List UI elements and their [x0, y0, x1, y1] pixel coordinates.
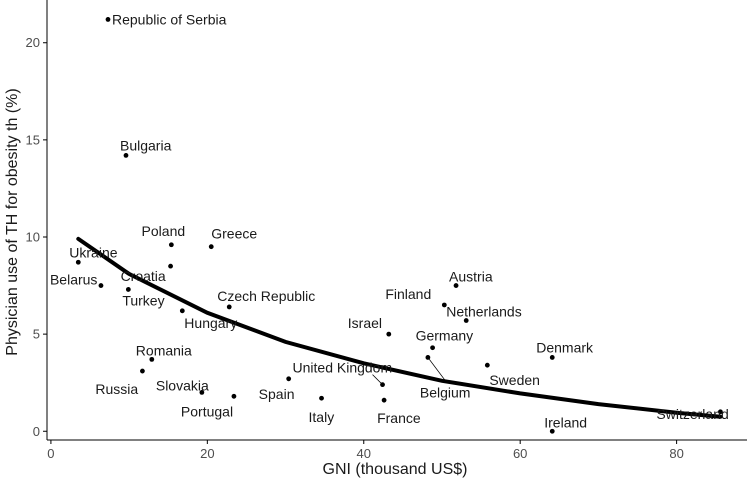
point-label-belarus: Belarus — [50, 272, 97, 288]
data-point-turkey — [125, 287, 131, 292]
point-label-ukraine: Ukraine — [69, 244, 117, 260]
point-label-france: France — [377, 410, 421, 426]
point-label-hungary: Hungary — [184, 315, 237, 331]
data-point-russia — [140, 368, 145, 374]
data-point-switzerland — [718, 409, 723, 415]
point-label-poland: Poland — [142, 223, 186, 239]
point-label-romania: Romania — [136, 342, 192, 358]
data-point-hungary — [179, 308, 185, 314]
x-tick-label: 0 — [47, 446, 54, 461]
plot-background — [47, 0, 747, 440]
point-label-israel: Israel — [348, 315, 382, 331]
point-label-spain: Spain — [259, 386, 295, 402]
y-tick-label: 0 — [33, 424, 40, 439]
x-tick-label: 40 — [357, 446, 371, 461]
point-label-greece: Greece — [211, 226, 257, 242]
point-label-austria: Austria — [449, 269, 493, 285]
point-label-czech-republic: Czech Republic — [217, 288, 315, 304]
point-label-sweden: Sweden — [489, 372, 540, 388]
label-leader-lines — [372, 357, 447, 385]
x-axis-title: GNI (thousand US$) — [323, 461, 468, 478]
point-label-germany: Germany — [416, 328, 474, 344]
data-point-ukraine — [75, 259, 81, 265]
plot-area — [46, 0, 747, 441]
point-label-denmark: Denmark — [536, 339, 594, 355]
point-label-portugal: Portugal — [181, 403, 233, 419]
x-tick-label: 80 — [669, 446, 683, 461]
data-point-greece — [208, 244, 214, 250]
leader-line-united-kingdom — [372, 374, 383, 385]
leader-line-belgium — [427, 357, 447, 382]
y-axis-title: Physician use of TH for obesity th (%) — [4, 88, 21, 355]
x-axis-ticks: 0 20 40 60 80 — [47, 440, 684, 461]
x-tick-label: 60 — [513, 446, 527, 461]
data-point-republic-of-serbia — [105, 17, 111, 22]
y-tick-label: 15 — [26, 132, 40, 147]
data-point-netherlands — [463, 318, 469, 323]
data-point-ireland — [549, 428, 555, 434]
point-label-ireland: Ireland — [544, 414, 587, 430]
point-label-netherlands: Netherlands — [446, 304, 522, 320]
trend-line — [76, 236, 723, 419]
data-point-belarus — [98, 283, 104, 288]
point-label-finland: Finland — [385, 286, 431, 302]
y-tick-label: 10 — [26, 229, 40, 244]
data-point-poland — [168, 242, 174, 248]
point-label-switzerland: Switzerland — [656, 406, 728, 422]
data-point-romania — [149, 356, 155, 362]
data-point-slovakia — [199, 390, 205, 395]
data-point-sweden — [484, 362, 490, 368]
point-label-united-kingdom: United Kingdom — [293, 360, 393, 376]
data-point-germany — [430, 345, 435, 351]
point-label-croatia: Croatia — [121, 268, 166, 284]
data-point-italy — [319, 395, 324, 401]
point-label-bulgaria: Bulgaria — [120, 137, 172, 153]
point-label-turkey: Turkey — [122, 292, 164, 308]
y-tick-label: 5 — [33, 327, 40, 342]
point-label-russia: Russia — [95, 381, 138, 397]
point-labels: Republic of Serbia Bulgaria Poland Greece Uk… — [50, 11, 729, 430]
point-label-belgium: Belgium — [420, 384, 471, 400]
data-point-croatia — [168, 263, 173, 269]
point-label-italy: Italy — [309, 409, 335, 425]
data-point-czech-republic — [226, 304, 232, 310]
data-point-finland — [441, 302, 447, 308]
x-tick-label: 20 — [200, 446, 214, 461]
data-point-austria — [453, 283, 459, 288]
y-axis-ticks: 0 5 10 15 20 — [26, 35, 47, 439]
point-label-republic-of-serbia: Republic of Serbia — [112, 11, 227, 27]
y-tick-label: 20 — [26, 35, 40, 50]
point-label-slovakia: Slovakia — [156, 377, 209, 393]
data-point-portugal — [231, 393, 237, 399]
data-point-denmark — [549, 355, 555, 360]
data-point-france — [381, 397, 387, 403]
data-point-bulgaria — [123, 153, 129, 158]
data-point-spain — [286, 376, 292, 382]
data-point-israel — [386, 331, 392, 337]
